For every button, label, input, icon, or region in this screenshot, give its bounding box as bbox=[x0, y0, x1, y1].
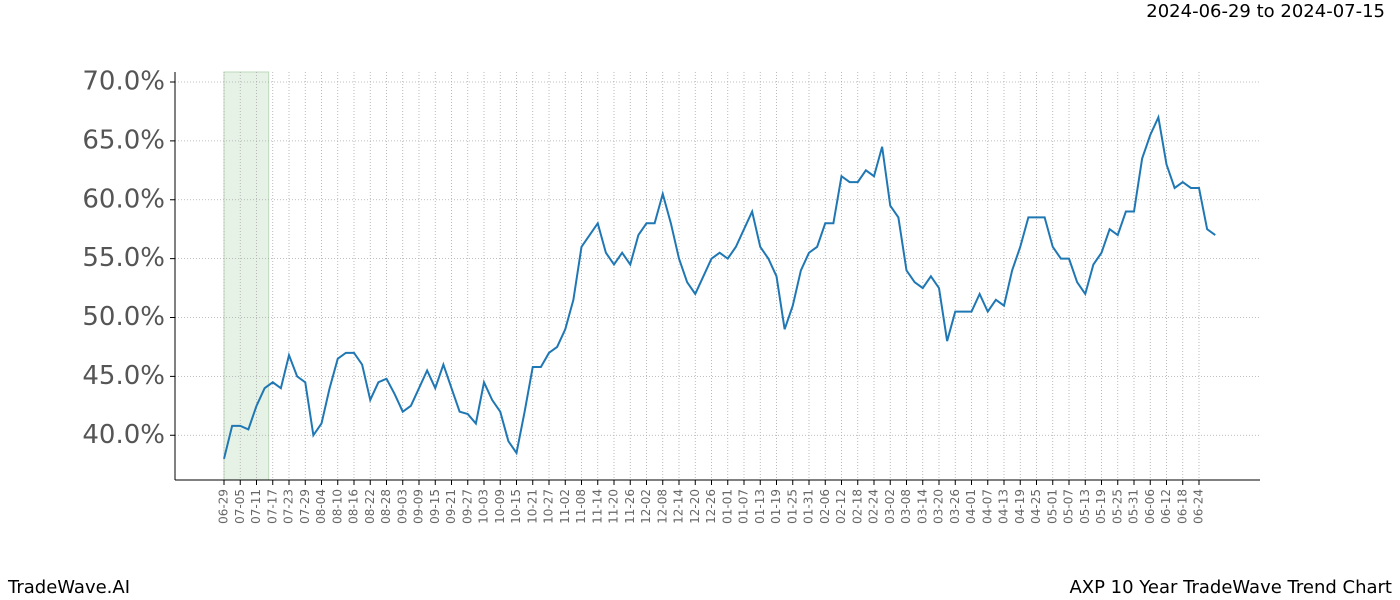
y-tick-label: 60.0% bbox=[82, 184, 165, 214]
chart-subtitle: 2024-06-29 to 2024-07-15 bbox=[1146, 1, 1385, 22]
x-tick-label: 09-09 bbox=[412, 489, 426, 524]
x-tick-label: 05-31 bbox=[1127, 489, 1141, 524]
y-tick-label: 50.0% bbox=[82, 302, 165, 332]
x-tick-label: 04-25 bbox=[1029, 489, 1043, 524]
y-tick-label: 45.0% bbox=[82, 361, 165, 391]
x-tick-label: 07-29 bbox=[298, 489, 312, 524]
x-tick-label: 03-14 bbox=[915, 489, 929, 524]
y-tick-label: 70.0% bbox=[82, 67, 165, 97]
x-tick-label: 01-01 bbox=[720, 489, 734, 524]
x-tick-label: 08-22 bbox=[363, 489, 377, 524]
x-tick-label: 12-02 bbox=[639, 489, 653, 524]
x-tick-label: 02-18 bbox=[850, 489, 864, 524]
x-tick-label: 11-02 bbox=[558, 489, 572, 524]
y-tick-label: 55.0% bbox=[82, 243, 165, 273]
x-tick-label: 05-13 bbox=[1078, 489, 1092, 524]
x-tick-label: 05-01 bbox=[1045, 489, 1059, 524]
x-tick-label: 09-21 bbox=[444, 489, 458, 524]
x-tick-label: 05-25 bbox=[1110, 489, 1124, 524]
x-tick-label: 10-09 bbox=[493, 489, 507, 524]
highlight-window bbox=[223, 71, 270, 481]
x-tick-label: 07-05 bbox=[233, 489, 247, 524]
chart-title: AXP 10 Year TradeWave Trend Chart bbox=[1069, 577, 1392, 598]
x-tick-label: 10-21 bbox=[525, 489, 539, 524]
x-tick-label: 07-17 bbox=[265, 489, 279, 524]
x-tick-label: 02-12 bbox=[834, 489, 848, 524]
x-tick-label: 12-14 bbox=[672, 489, 686, 524]
x-tick-label: 10-15 bbox=[509, 489, 523, 524]
x-tick-label: 05-07 bbox=[1062, 489, 1076, 524]
x-tick-label: 08-10 bbox=[330, 489, 344, 524]
x-tick-label: 02-06 bbox=[818, 489, 832, 524]
x-tick-label: 01-25 bbox=[785, 489, 799, 524]
x-tick-label: 01-31 bbox=[802, 489, 816, 524]
x-tick-label: 04-01 bbox=[964, 489, 978, 524]
y-tick-label: 65.0% bbox=[82, 125, 165, 155]
x-tick-label: 08-16 bbox=[347, 489, 361, 524]
x-tick-label: 06-18 bbox=[1175, 489, 1189, 524]
x-tick-label: 09-15 bbox=[428, 489, 442, 524]
x-tick-label: 01-13 bbox=[753, 489, 767, 524]
x-tick-label: 08-04 bbox=[314, 489, 328, 524]
x-tick-label: 07-11 bbox=[249, 489, 263, 524]
x-tick-label: 04-07 bbox=[980, 489, 994, 524]
x-tick-label: 09-27 bbox=[460, 489, 474, 524]
x-tick-label: 03-02 bbox=[883, 489, 897, 524]
x-tick-label: 06-06 bbox=[1143, 489, 1157, 524]
x-tick-label: 05-19 bbox=[1094, 489, 1108, 524]
x-tick-label: 11-26 bbox=[623, 489, 637, 524]
x-tick-label: 08-28 bbox=[379, 489, 393, 524]
x-tick-label: 06-29 bbox=[217, 489, 231, 524]
x-tick-label: 12-20 bbox=[688, 489, 702, 524]
x-tick-label: 11-14 bbox=[590, 489, 604, 524]
y-tick-label: 40.0% bbox=[82, 420, 165, 450]
trend-line bbox=[223, 113, 1216, 460]
x-tick-label: 03-26 bbox=[948, 489, 962, 524]
x-tick-label: 02-24 bbox=[867, 489, 881, 524]
x-tick-label: 10-27 bbox=[542, 489, 556, 524]
x-tick-label: 06-12 bbox=[1159, 489, 1173, 524]
brand: TradeWave.AI bbox=[7, 577, 130, 598]
x-tick-label: 11-20 bbox=[607, 489, 621, 524]
x-tick-label: 01-07 bbox=[737, 489, 751, 524]
x-tick-label: 06-24 bbox=[1192, 489, 1206, 524]
x-tick-label: 11-08 bbox=[574, 489, 588, 524]
x-tick-label: 03-08 bbox=[899, 489, 913, 524]
x-tick-label: 04-19 bbox=[1013, 489, 1027, 524]
x-tick-label: 09-03 bbox=[395, 489, 409, 524]
x-tick-label: 04-13 bbox=[997, 489, 1011, 524]
x-tick-label: 03-20 bbox=[932, 489, 946, 524]
x-tick-label: 12-08 bbox=[655, 489, 669, 524]
x-tick-label: 01-19 bbox=[769, 489, 783, 524]
x-tick-label: 10-03 bbox=[477, 489, 491, 524]
x-tick-label: 12-26 bbox=[704, 489, 718, 524]
x-tick-label: 07-23 bbox=[282, 489, 296, 524]
